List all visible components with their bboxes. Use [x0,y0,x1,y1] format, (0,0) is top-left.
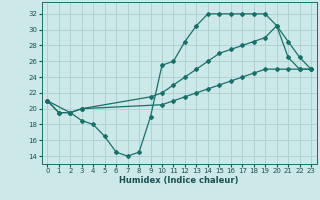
X-axis label: Humidex (Indice chaleur): Humidex (Indice chaleur) [119,176,239,185]
